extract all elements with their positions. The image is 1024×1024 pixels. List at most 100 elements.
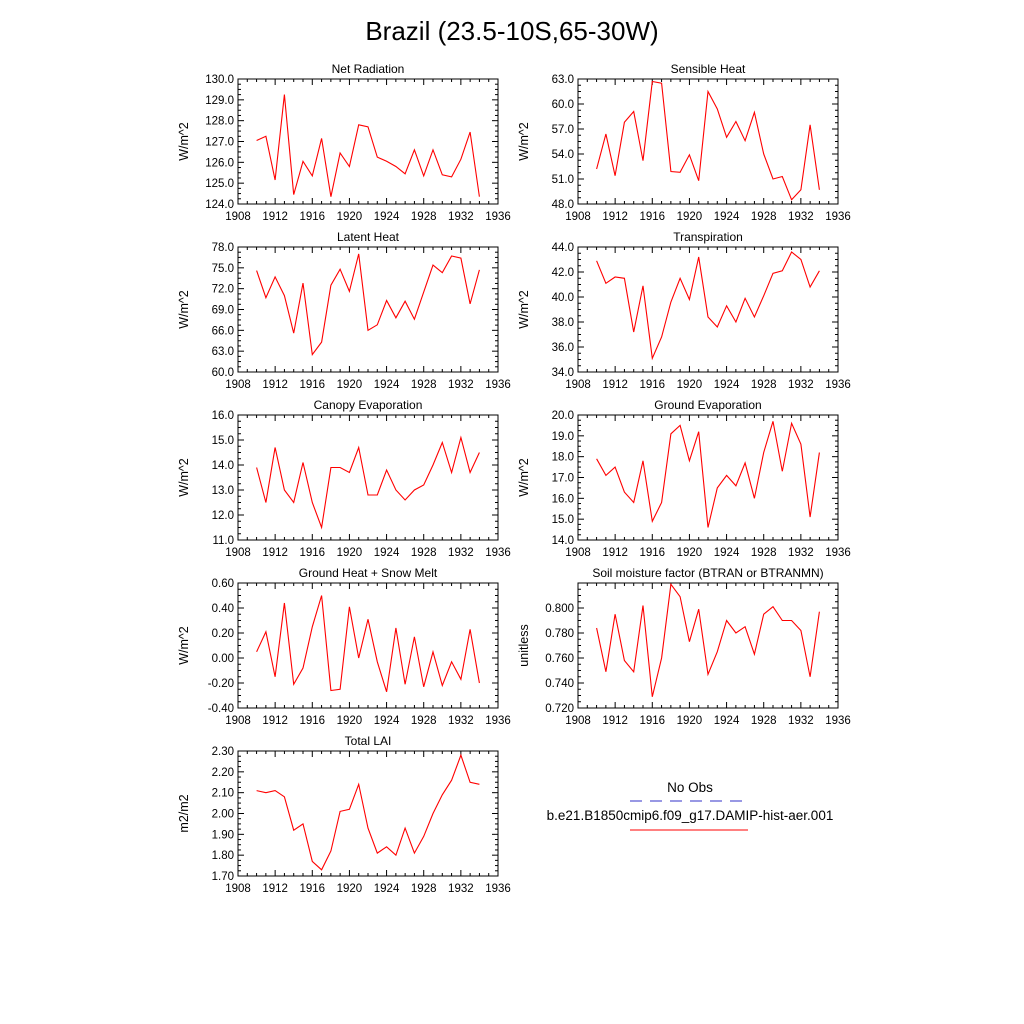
panel-sensible-heat-xtick-label: 1912 (602, 211, 628, 223)
panel-latent-heat-ylabel: W/m^2 (177, 290, 191, 329)
panel-sensible-heat-ylabel: W/m^2 (517, 122, 531, 161)
panel-ground-evaporation-xtick-label: 1928 (751, 547, 777, 559)
panel-net-radiation-xtick-label: 1912 (262, 211, 288, 223)
panel-net-radiation-xtick-label: 1928 (411, 211, 437, 223)
panel-total-lai-ytick-label: 1.90 (212, 829, 234, 841)
panel-total-lai-ytick-label: 2.10 (212, 788, 234, 800)
panel-canopy-evaporation-xtick-label: 1932 (448, 547, 474, 559)
panel-ground-heat-snow-melt-ytick-label: 0.20 (212, 628, 234, 640)
panel-net-radiation-ytick-label: 125.0 (205, 178, 234, 190)
panel-sensible-heat-title: Sensible Heat (671, 62, 746, 76)
panel-canopy-evaporation-ytick-label: 15.0 (212, 435, 234, 447)
panel-canopy-evaporation-series-line (256, 435, 480, 530)
panel-latent-heat-series-line (256, 253, 480, 357)
panel-total-lai-ytick-label: 2.00 (212, 809, 234, 821)
panel-canopy-evaporation-xtick-label: 1936 (485, 547, 511, 559)
panel-latent-heat-ytick-label: 78.0 (212, 242, 234, 254)
panel-sensible-heat-ytick-label: 57.0 (552, 124, 574, 136)
panel-canopy-evaporation-ylabel: W/m^2 (177, 458, 191, 497)
panel-latent-heat-xtick-label: 1920 (337, 379, 363, 391)
panel-latent-heat-xtick-label: 1912 (262, 379, 288, 391)
panel-canopy-evaporation-title: Canopy Evaporation (314, 398, 423, 412)
panel-net-radiation-xtick-label: 1916 (299, 211, 325, 223)
panel-ground-evaporation-ylabel: W/m^2 (517, 458, 531, 497)
panel-ground-evaporation-ytick-label: 18.0 (552, 452, 574, 464)
panel-sensible-heat-series-line (596, 80, 820, 201)
panel-transpiration-xtick-label: 1936 (825, 379, 851, 391)
panel-ground-heat-snow-melt-ytick-label: 0.60 (212, 578, 234, 590)
panel-total-lai-xtick-label: 1916 (299, 883, 325, 895)
panel-canopy-evaporation-ytick-label: 13.0 (212, 485, 234, 497)
panel-ground-evaporation-xtick-label: 1936 (825, 547, 851, 559)
panel-transpiration-xtick-label: 1924 (714, 379, 740, 391)
panel-soil-moisture-factor-btran-or-btranmn-ytick-label: 0.760 (545, 653, 574, 665)
panel-soil-moisture-factor-btran-or-btranmn-ylabel: unitless (517, 624, 531, 666)
panel-canopy-evaporation-ytick-label: 11.0 (212, 535, 234, 547)
panel-ground-heat-snow-melt-xtick-label: 1928 (411, 715, 437, 727)
panel-ground-heat-snow-melt-xtick-label: 1924 (374, 715, 400, 727)
panel-canopy-evaporation-ytick-label: 16.0 (212, 410, 234, 422)
panel-soil-moisture-factor-btran-or-btranmn-xtick-label: 1936 (825, 715, 851, 727)
panel-ground-heat-snow-melt-ytick-label: 0.40 (212, 603, 234, 615)
panel-total-lai-ytick-label: 1.70 (212, 871, 234, 883)
panel-ground-evaporation-series-line (596, 421, 820, 528)
panel-latent-heat-xtick-label: 1916 (299, 379, 325, 391)
panel-sensible-heat-xtick-label: 1928 (751, 211, 777, 223)
panel-canopy-evaporation-xtick-label: 1924 (374, 547, 400, 559)
panel-soil-moisture-factor-btran-or-btranmn-xtick-label: 1924 (714, 715, 740, 727)
panel-latent-heat-ytick-label: 66.0 (212, 325, 234, 337)
panel-ground-heat-snow-melt-ylabel: W/m^2 (177, 626, 191, 665)
panel-ground-heat-snow-melt-xtick-label: 1908 (225, 715, 251, 727)
panel-ground-evaporation-xtick-label: 1932 (788, 547, 814, 559)
panel-ground-heat-snow-melt-xtick-label: 1912 (262, 715, 288, 727)
panel-ground-heat-snow-melt-xtick-label: 1920 (337, 715, 363, 727)
panel-net-radiation-ytick-label: 128.0 (205, 116, 234, 128)
panel-net-radiation-ytick-label: 124.0 (205, 199, 234, 211)
panel-net-radiation: Net Radiation 1908 1912 1916 1920 1924 1928 193… (177, 62, 511, 223)
panel-ground-heat-snow-melt-title: Ground Heat + Snow Melt (299, 566, 438, 580)
panel-net-radiation-xtick-label: 1936 (485, 211, 511, 223)
legend-label-obs: No Obs (667, 780, 713, 795)
panel-transpiration-ylabel: W/m^2 (517, 290, 531, 329)
panel-total-lai-xtick-label: 1920 (337, 883, 363, 895)
panel-sensible-heat-xtick-label: 1924 (714, 211, 740, 223)
panel-total-lai-xtick-label: 1908 (225, 883, 251, 895)
panel-total-lai-ytick-label: 2.20 (212, 767, 234, 779)
panel-transpiration-ytick-label: 34.0 (552, 367, 574, 379)
panel-ground-evaporation-ytick-label: 15.0 (552, 514, 574, 526)
panel-soil-moisture-factor-btran-or-btranmn-ytick-label: 0.720 (545, 703, 574, 715)
panel-sensible-heat-ytick-label: 63.0 (552, 74, 574, 86)
panel-sensible-heat-xtick-label: 1920 (677, 211, 703, 223)
panel-net-radiation-xtick-label: 1908 (225, 211, 251, 223)
panel-canopy-evaporation-xtick-label: 1916 (299, 547, 325, 559)
panel-net-radiation-ytick-label: 126.0 (205, 157, 234, 169)
panel-soil-moisture-factor-btran-or-btranmn-xtick-label: 1908 (565, 715, 591, 727)
panel-transpiration-xtick-label: 1912 (602, 379, 628, 391)
panel-total-lai-series-line (256, 753, 480, 871)
panel-transpiration-ytick-label: 42.0 (552, 267, 574, 279)
panel-total-lai-title: Total LAI (345, 734, 392, 748)
panels-group: Net Radiation 1908 1912 1916 1920 1924 1928 193… (177, 62, 851, 895)
panel-total-lai-xtick-label: 1912 (262, 883, 288, 895)
panel-latent-heat-title: Latent Heat (337, 230, 400, 244)
panel-sensible-heat-xtick-label: 1908 (565, 211, 591, 223)
panel-total-lai-xtick-label: 1928 (411, 883, 437, 895)
panel-canopy-evaporation-xtick-label: 1908 (225, 547, 251, 559)
panel-transpiration-xtick-label: 1920 (677, 379, 703, 391)
panel-transpiration-xtick-label: 1908 (565, 379, 591, 391)
panel-sensible-heat-ytick-label: 60.0 (552, 99, 574, 111)
panel-canopy-evaporation-xtick-label: 1912 (262, 547, 288, 559)
panel-soil-moisture-factor-btran-or-btranmn-ytick-label: 0.800 (545, 603, 574, 615)
panel-net-radiation-ytick-label: 127.0 (205, 137, 234, 149)
panel-net-radiation-series-line (256, 94, 480, 197)
panel-sensible-heat-ytick-label: 51.0 (552, 174, 574, 186)
panel-ground-evaporation-xtick-label: 1920 (677, 547, 703, 559)
panel-latent-heat-ytick-label: 69.0 (212, 305, 234, 317)
panel-sensible-heat-xtick-label: 1936 (825, 211, 851, 223)
panel-latent-heat-xtick-label: 1932 (448, 379, 474, 391)
panel-latent-heat: Latent Heat 1908 1912 1916 1920 1924 1928 1932 1… (177, 230, 511, 391)
panel-ground-evaporation-title: Ground Evaporation (654, 398, 761, 412)
panel-latent-heat-xtick-label: 1928 (411, 379, 437, 391)
panel-ground-evaporation-xtick-label: 1912 (602, 547, 628, 559)
panel-ground-evaporation-xtick-label: 1916 (639, 547, 665, 559)
